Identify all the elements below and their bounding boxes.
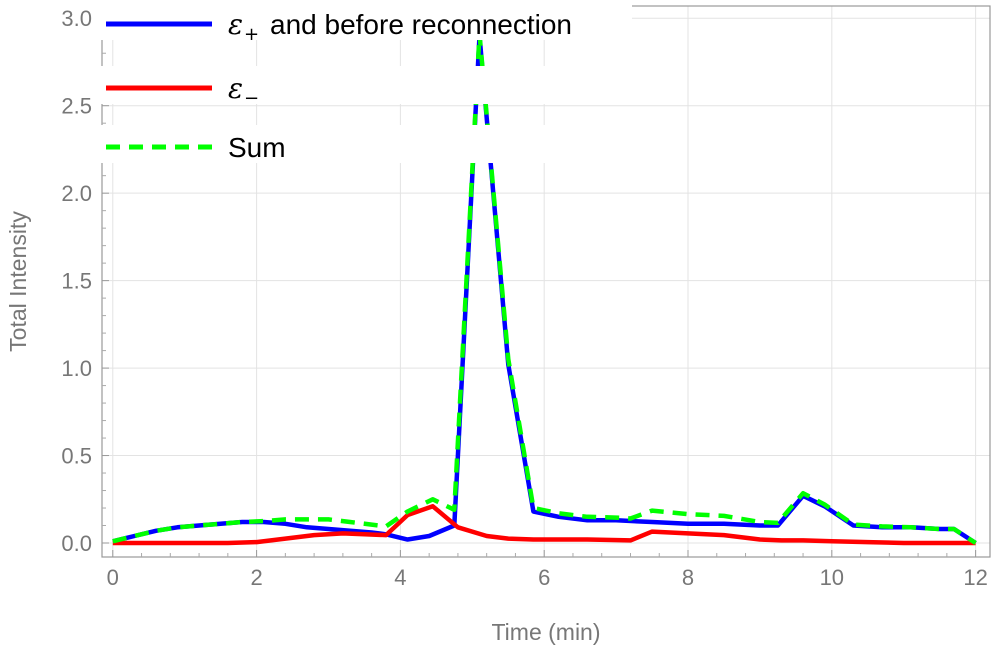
x-tick-label: 2 [250,565,262,590]
x-axis-label: Time (min) [491,619,600,645]
x-tick-label: 0 [107,565,119,590]
legend-item-1: ε + and before reconnection [100,2,632,45]
series-layer [112,31,977,546]
legend-label: Sum [228,132,286,163]
legend-symbol: ε [228,72,243,105]
y-tick-label: 3.0 [61,6,92,31]
x-tick-label: 6 [538,565,550,590]
x-tick-label: 8 [682,565,694,590]
y-tick-label: 2.0 [61,181,92,206]
x-tick-label: 12 [963,565,987,590]
y-axis-label: Total Intensity [5,211,31,352]
legend-item-bg [100,2,632,40]
x-tick-label: 10 [820,565,844,590]
y-tick-label: 0.5 [61,444,92,469]
y-tick-label: 2.5 [61,94,92,119]
legend-subscript: + [244,24,259,45]
y-tick-label: 1.5 [61,269,92,294]
legend-subscript: − [244,88,259,109]
y-tick-label: 1.0 [61,356,92,381]
x-tick-label: 4 [394,565,406,590]
y-tick-label: 0.0 [61,531,92,556]
axis-ticks: 0 2 4 6 8 10 12 0.0 0.5 1.0 1.5 2.0 2.5 3.0 [61,6,987,590]
legend-symbol: ε [228,8,243,41]
legend-item-bg [100,125,632,163]
legend-item-3: Sum [100,125,632,163]
series-line-2 [112,504,976,546]
legend-item-bg [100,66,632,104]
legend-label: and before reconnection [270,9,572,40]
series-line-3 [112,31,977,545]
legend-item-2: ε − [100,66,632,109]
